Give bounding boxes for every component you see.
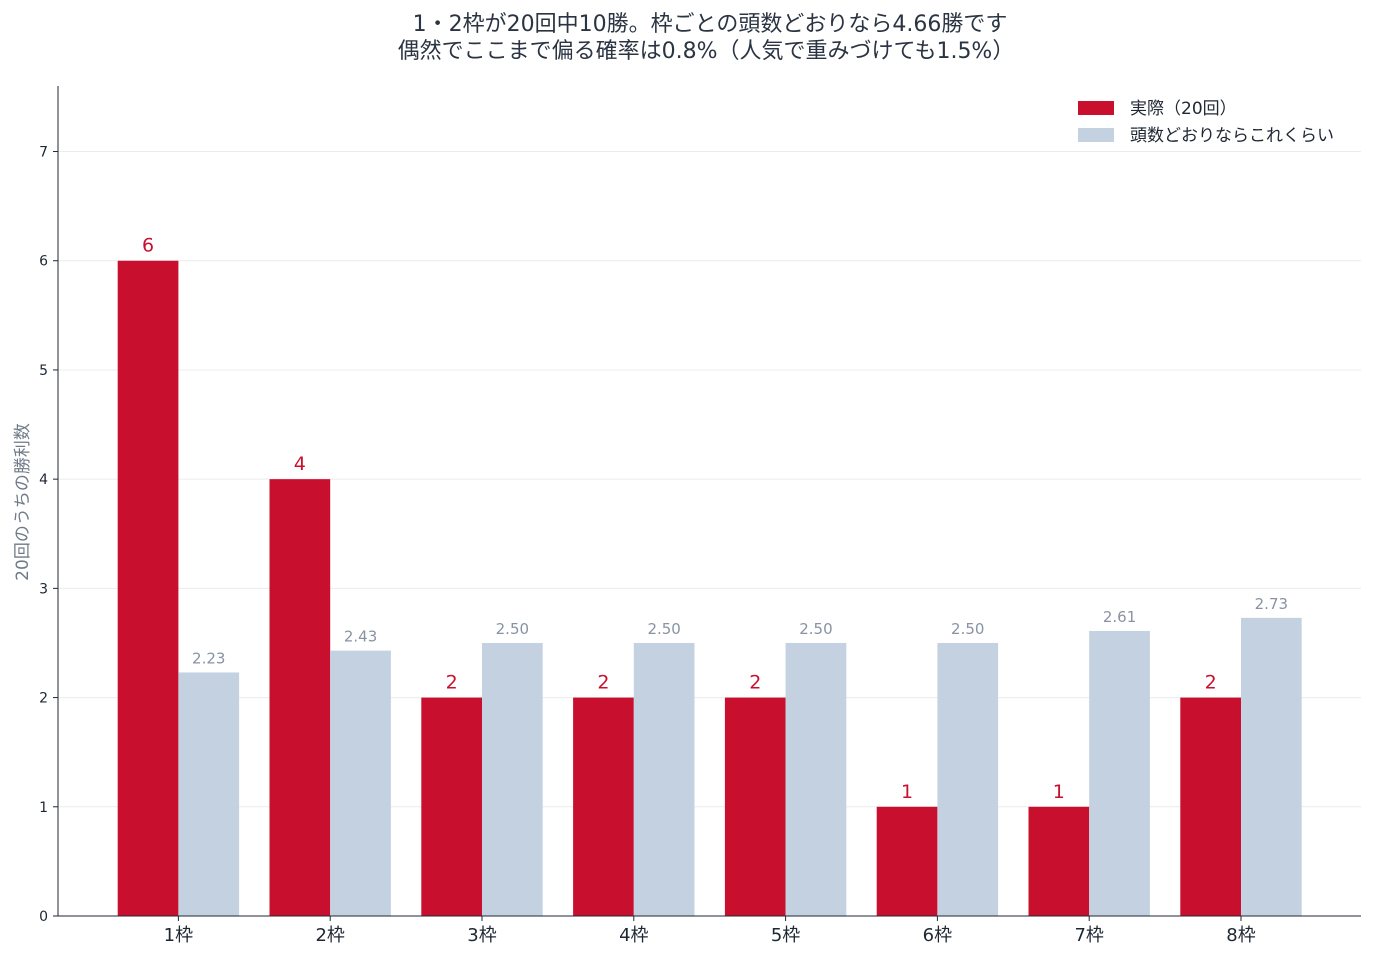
y-tick-label: 3 xyxy=(39,581,48,597)
axes xyxy=(57,86,1361,917)
bar-value-label-expected: 2.50 xyxy=(951,620,984,638)
bar-expected xyxy=(178,672,240,916)
x-tick-label: 7枠 xyxy=(1074,925,1103,946)
bar-actual xyxy=(573,697,634,916)
gridlines xyxy=(58,151,1361,808)
y-tick-label: 4 xyxy=(39,472,48,488)
chart-title: 1・2枠が20回中10勝。枠ごとの頭数どおりなら4.66勝です 偶然でここまで偏… xyxy=(398,12,1015,64)
x-tick-label: 1枠 xyxy=(164,925,193,946)
x-tick-label: 4枠 xyxy=(619,925,648,946)
chart-title-line-1: 1・2枠が20回中10勝。枠ごとの頭数どおりなら4.66勝です xyxy=(413,12,1008,37)
legend: 実際（20回） 頭数どおりならこれくらい xyxy=(1078,99,1334,146)
bar-value-label-actual: 2 xyxy=(749,672,761,694)
bar-value-label-expected: 2.43 xyxy=(344,628,377,646)
bar-actual xyxy=(1180,697,1241,916)
bar-actual xyxy=(724,697,786,916)
bar-value-label-actual: 1 xyxy=(1053,781,1065,803)
x-tick-label: 6枠 xyxy=(923,925,952,946)
bar-value-label-expected: 2.50 xyxy=(496,620,529,638)
y-tick-label: 5 xyxy=(39,363,48,379)
x-tick-label: 3枠 xyxy=(467,925,496,946)
y-tick-label: 6 xyxy=(39,254,48,270)
legend-swatch-expected xyxy=(1078,128,1114,142)
y-ticks: 0 1 2 3 4 5 6 7 xyxy=(39,145,58,925)
bar-value-label-expected: 2.61 xyxy=(1103,608,1136,626)
bar-value-label-actual: 4 xyxy=(294,453,306,475)
bar-value-label-actual: 2 xyxy=(1205,672,1217,694)
y-tick-label: 2 xyxy=(39,691,48,707)
x-ticks: 1枠 2枠 3枠 4枠 5枠 6枠 7枠 8枠 xyxy=(164,916,1256,946)
bar-actual xyxy=(876,806,938,916)
bar-expected xyxy=(482,642,543,916)
legend-label-expected: 頭数どおりならこれくらい xyxy=(1130,126,1334,146)
bar-expected xyxy=(937,642,999,916)
bar-value-label-expected: 2.23 xyxy=(192,649,225,667)
chart-title-line-2: 偶然でここまで偏る確率は0.8%（人気で重みづけても1.5%） xyxy=(398,39,1015,64)
bar-expected xyxy=(633,642,695,916)
bar-value-label-expected: 2.50 xyxy=(647,620,680,638)
y-tick-label: 0 xyxy=(39,909,48,925)
bar-value-label-actual: 2 xyxy=(446,672,458,694)
legend-label-actual: 実際（20回） xyxy=(1130,99,1237,119)
bar-value-label-expected: 2.73 xyxy=(1255,595,1288,613)
y-tick-label: 1 xyxy=(39,800,48,816)
bar-actual xyxy=(269,479,331,916)
bar-value-label-actual: 1 xyxy=(901,781,913,803)
x-tick-label: 8枠 xyxy=(1226,925,1255,946)
bar-expected xyxy=(785,642,847,916)
bar-value-label-actual: 2 xyxy=(597,672,609,694)
bar-value-label-expected: 2.50 xyxy=(799,620,832,638)
bar-actual xyxy=(117,260,179,917)
bars xyxy=(117,260,1302,917)
y-axis-label: 20回のうちの勝利数 xyxy=(13,423,33,581)
bar-actual xyxy=(421,697,482,916)
bar-expected xyxy=(1089,630,1150,916)
x-tick-label: 5枠 xyxy=(771,925,800,946)
x-tick-label: 2枠 xyxy=(315,925,344,946)
y-tick-label: 7 xyxy=(39,145,48,161)
bar-expected xyxy=(330,650,391,916)
bar-labels: 6 2.23 4 2.43 2 2.50 2 2.50 2 2.50 1 2.50 1 2.61 2 2.73 xyxy=(142,235,1288,803)
bar-expected xyxy=(1241,617,1302,916)
legend-swatch-actual xyxy=(1078,101,1114,115)
bar-value-label-actual: 6 xyxy=(142,235,154,257)
bar-actual xyxy=(1028,806,1090,916)
